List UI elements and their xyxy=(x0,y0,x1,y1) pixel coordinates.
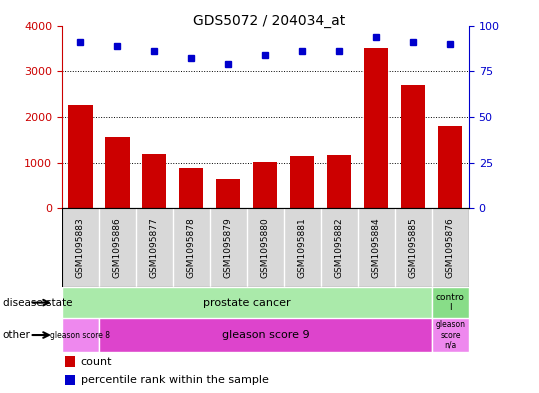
Text: GSM1095883: GSM1095883 xyxy=(76,217,85,278)
Bar xyxy=(142,154,167,208)
Bar xyxy=(68,105,93,208)
Bar xyxy=(65,356,75,367)
Text: other: other xyxy=(3,330,31,340)
Text: disease state: disease state xyxy=(3,298,72,308)
Text: gleason score 9: gleason score 9 xyxy=(222,330,309,340)
Text: GDS5072 / 204034_at: GDS5072 / 204034_at xyxy=(194,14,345,28)
Text: GSM1095884: GSM1095884 xyxy=(372,217,381,278)
Text: GSM1095878: GSM1095878 xyxy=(187,217,196,278)
Bar xyxy=(432,318,469,352)
Bar xyxy=(99,318,432,352)
Bar xyxy=(291,156,314,208)
Bar xyxy=(438,126,462,208)
Text: gleason score 8: gleason score 8 xyxy=(51,331,110,340)
Bar xyxy=(253,162,278,208)
Bar xyxy=(65,375,75,385)
Bar xyxy=(327,155,351,208)
Text: GSM1095881: GSM1095881 xyxy=(298,217,307,278)
Bar xyxy=(217,178,240,208)
Bar xyxy=(62,318,99,352)
Text: count: count xyxy=(80,357,112,367)
Bar xyxy=(402,85,425,208)
Text: GSM1095876: GSM1095876 xyxy=(446,217,455,278)
Bar xyxy=(179,168,204,208)
Bar xyxy=(364,48,389,208)
Text: contro
l: contro l xyxy=(436,293,465,312)
Text: prostate cancer: prostate cancer xyxy=(203,298,291,308)
Bar xyxy=(106,138,129,208)
Text: GSM1095879: GSM1095879 xyxy=(224,217,233,278)
Text: GSM1095882: GSM1095882 xyxy=(335,217,344,278)
Text: percentile rank within the sample: percentile rank within the sample xyxy=(80,375,268,385)
Text: GSM1095885: GSM1095885 xyxy=(409,217,418,278)
Text: GSM1095886: GSM1095886 xyxy=(113,217,122,278)
Text: gleason
score
n/a: gleason score n/a xyxy=(436,320,466,350)
Text: GSM1095877: GSM1095877 xyxy=(150,217,159,278)
Bar xyxy=(432,287,469,318)
Text: GSM1095880: GSM1095880 xyxy=(261,217,270,278)
